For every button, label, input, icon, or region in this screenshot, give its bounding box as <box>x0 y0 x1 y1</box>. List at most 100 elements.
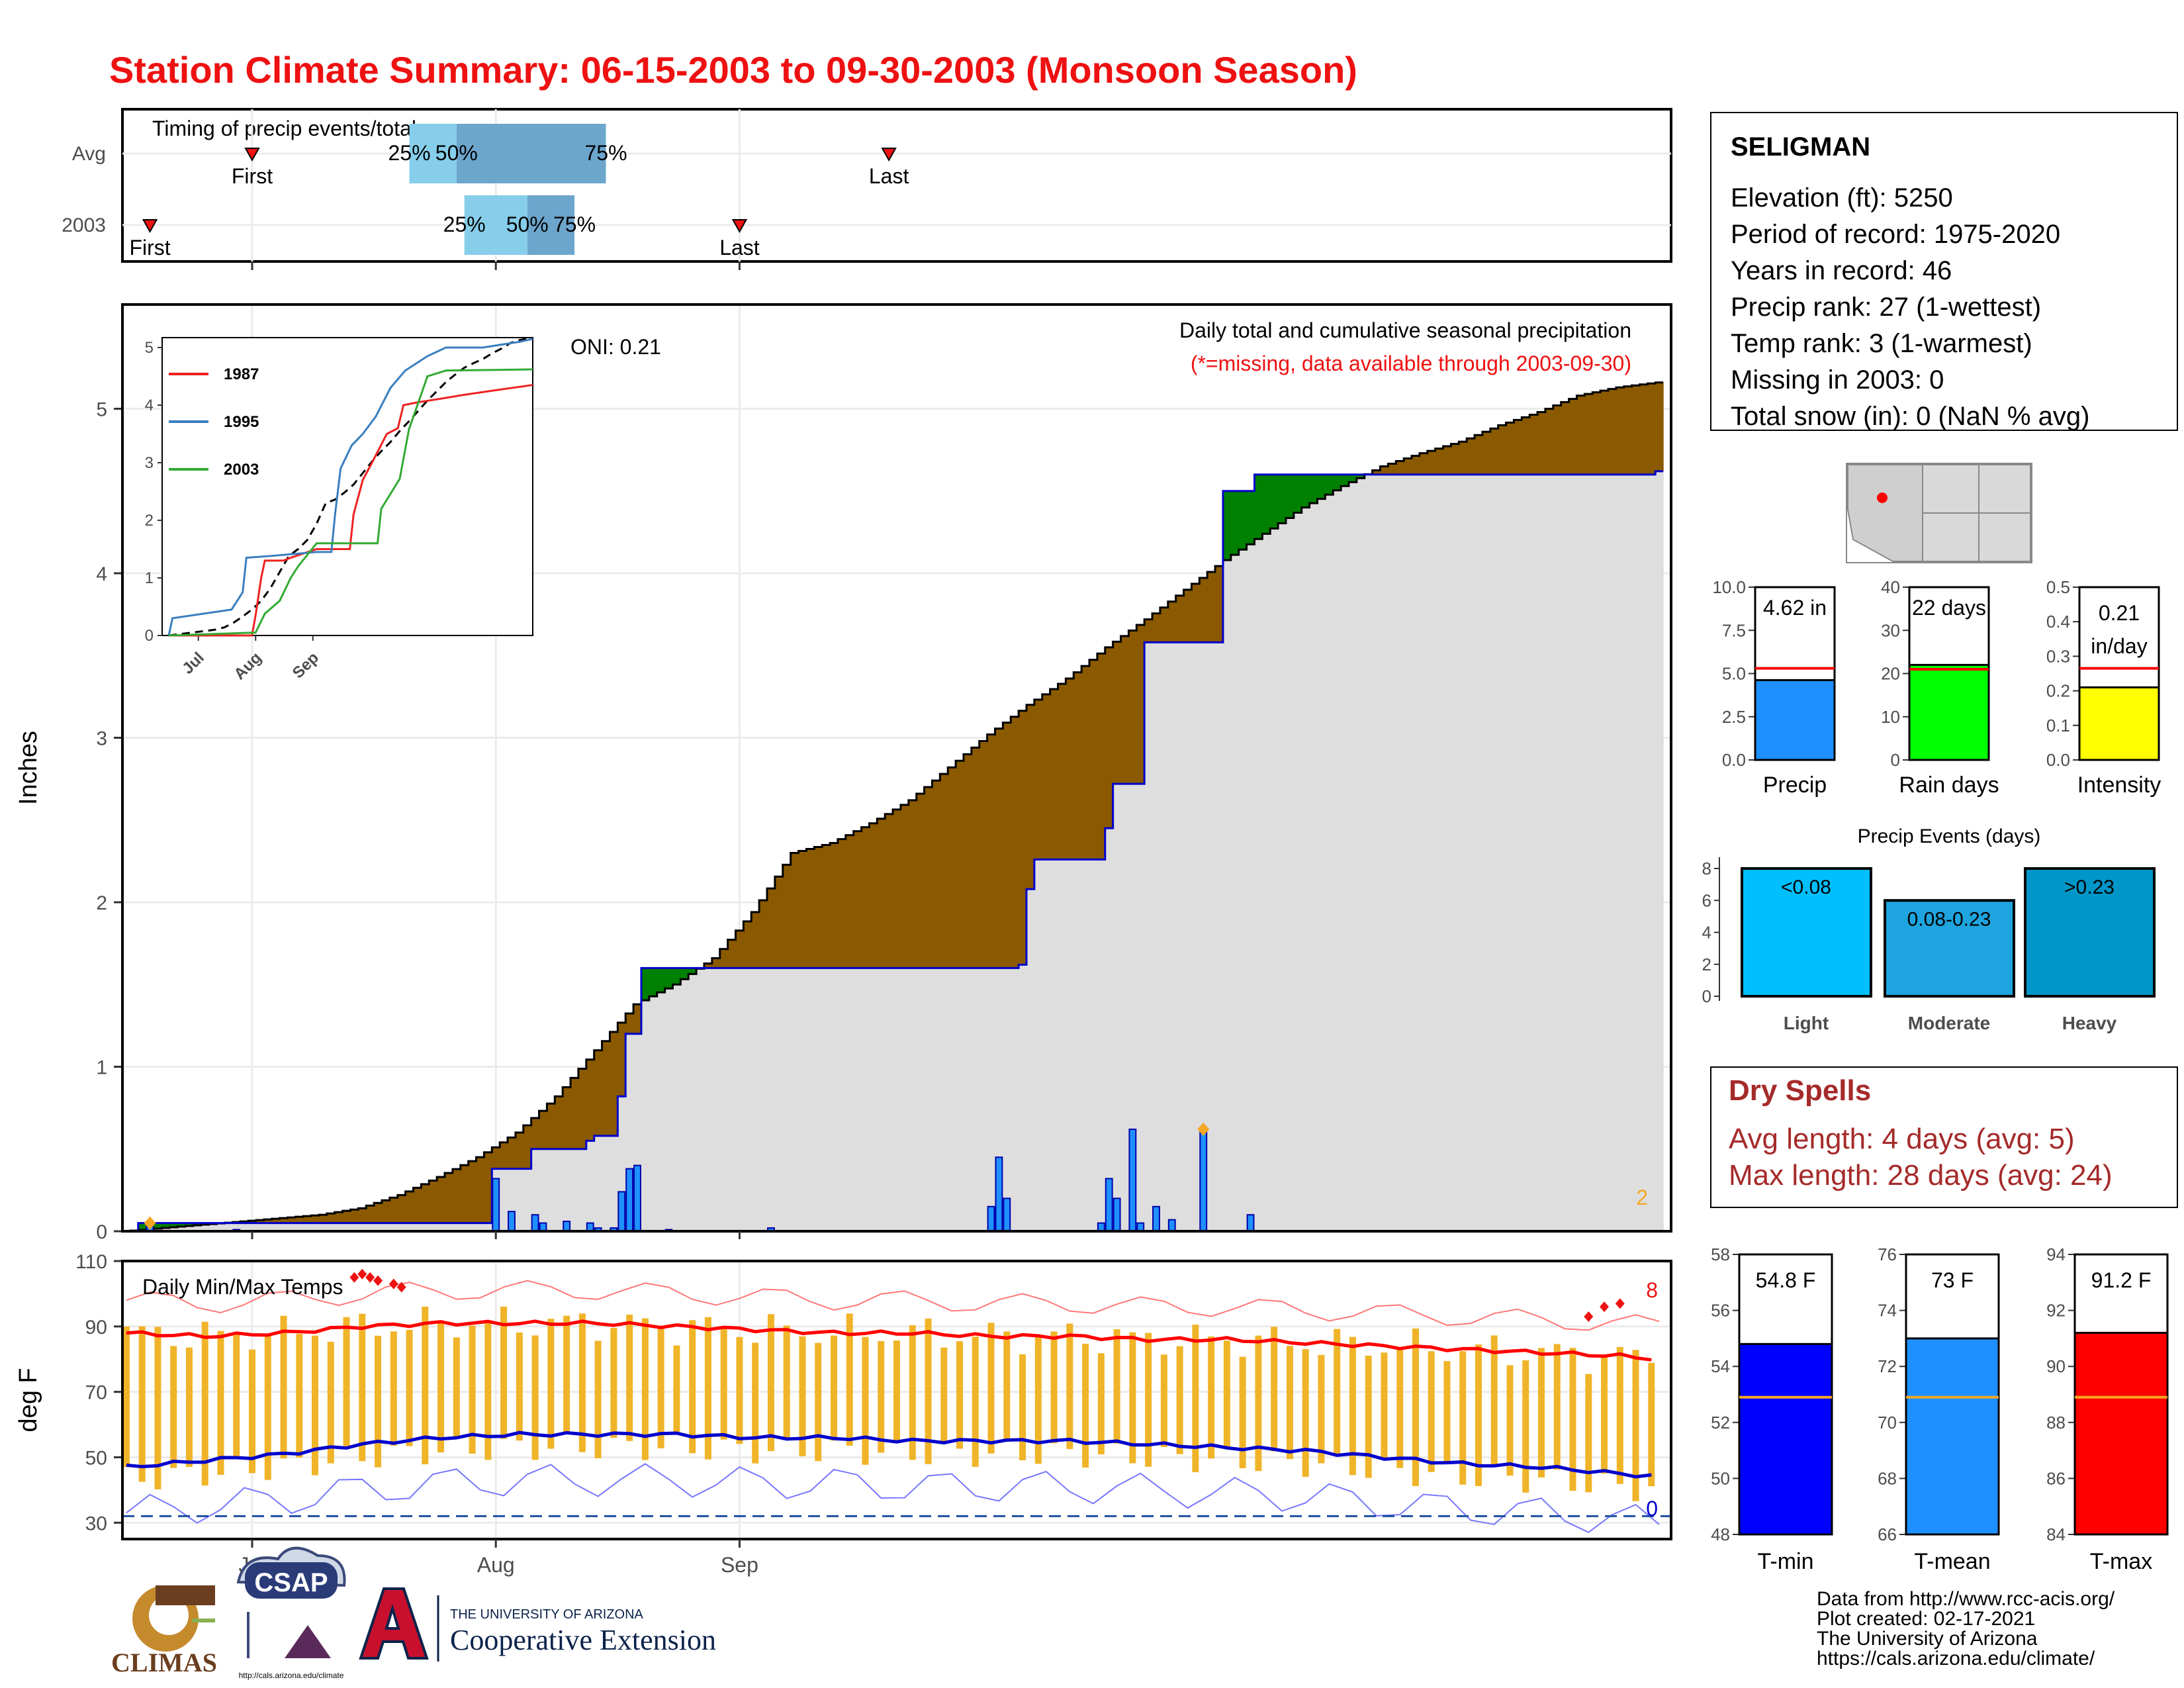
temp-range-bar <box>1365 1355 1372 1478</box>
temp-range-bar <box>610 1328 617 1438</box>
above-average-area <box>688 968 697 974</box>
cumulative-base-area <box>1561 474 1570 1231</box>
below-average-area <box>1372 470 1381 475</box>
temp-range-bar <box>641 1318 649 1460</box>
cumulative-base-area <box>161 1228 170 1231</box>
below-average-area <box>350 1209 359 1223</box>
temp-gauge-value-label: 91.2 F <box>2091 1268 2152 1292</box>
temp-range-bar <box>1129 1332 1136 1464</box>
cumulative-base-area <box>255 1223 265 1231</box>
daily-precip-bar <box>1246 1214 1255 1233</box>
temp-range-bar <box>972 1336 979 1467</box>
temp-range-bar <box>1271 1327 1278 1452</box>
temp-range-bar <box>1412 1328 1419 1486</box>
temp-range-bar <box>1176 1346 1183 1454</box>
csap-logo-text: CSAP <box>254 1568 328 1597</box>
above-average-area <box>177 1223 186 1227</box>
temp-range-bar <box>422 1306 429 1465</box>
cumulative-base-area <box>1364 474 1373 1231</box>
below-average-area <box>594 1050 603 1136</box>
below-average-area <box>806 849 815 968</box>
temp-range-bar <box>830 1335 837 1441</box>
university-logo: THE UNIVERSITY OF ARIZONA Cooperative Ex… <box>359 1587 716 1662</box>
daily-precip-bar <box>625 1168 634 1232</box>
below-average-area <box>1584 394 1593 475</box>
cumulative-base-area <box>1514 474 1522 1231</box>
below-average-area <box>421 1184 430 1223</box>
average-tmax-line <box>126 1319 1652 1362</box>
cumulative-base-area <box>767 968 776 1231</box>
below-average-area <box>531 1118 540 1149</box>
below-average-area <box>586 1059 595 1141</box>
station-line: Elevation (ft): 5250 <box>1731 183 1953 212</box>
below-average-area <box>1160 607 1169 643</box>
temp-range-bar <box>1553 1344 1561 1470</box>
below-average-area <box>1152 613 1161 643</box>
cumulative-base-area <box>594 1135 603 1231</box>
gauge-value-label: in/day <box>2091 634 2147 658</box>
ua-small-text: THE UNIVERSITY OF ARIZONA <box>450 1607 644 1622</box>
cumulative-base-area <box>1191 642 1200 1231</box>
gauge-label: Intensity <box>2077 773 2161 798</box>
daily-precip-bar <box>1128 1128 1137 1233</box>
gauge-tick-label: 10 <box>1881 707 1900 727</box>
below-average-area <box>1097 653 1106 860</box>
below-average-area <box>445 1173 453 1223</box>
cumulative-base-area <box>814 968 823 1231</box>
timing-last-marker <box>731 219 748 234</box>
cumulative-base-area <box>1655 471 1664 1232</box>
precip-ytick-label: 0 <box>96 1221 107 1243</box>
cumulative-base-area <box>1584 474 1593 1231</box>
timing-last-label: Last <box>719 236 760 259</box>
below-average-area <box>743 921 752 968</box>
temp-ylabel: deg F <box>15 1368 42 1432</box>
above-average-area <box>1238 491 1248 550</box>
cumulative-2003-line <box>122 470 1664 1233</box>
cumulative-base-area <box>1412 474 1420 1231</box>
below-average-area <box>1608 389 1617 475</box>
below-average-area <box>1081 666 1090 860</box>
cumulative-base-area <box>1246 544 1255 1232</box>
gauge-tick-label: 40 <box>1881 577 1900 597</box>
cumulative-base-area <box>782 968 792 1231</box>
gauge-tick-label: 2.5 <box>1722 707 1746 727</box>
cumulative-base-area <box>1019 964 1027 1231</box>
below-average-area <box>1175 595 1185 643</box>
above-average-area <box>1293 474 1302 513</box>
record-high-marker <box>1600 1301 1610 1313</box>
cumulative-base-area <box>216 1223 226 1231</box>
temp-range-bar <box>1522 1360 1529 1493</box>
temp-gauge-tick-label: 54 <box>1711 1356 1730 1376</box>
cumulative-base-area <box>1600 474 1609 1231</box>
precip-ytick-label: 5 <box>96 399 107 421</box>
cumulative-base-area <box>374 1223 383 1231</box>
below-average-area <box>782 865 792 968</box>
inset-series-line <box>168 368 533 637</box>
cumulative-base-area <box>389 1223 398 1231</box>
below-average-area <box>1026 704 1035 890</box>
temp-range-bar <box>437 1321 445 1453</box>
cumulative-base-area <box>948 968 956 1231</box>
temp-range-bar <box>657 1325 664 1448</box>
daily-precip-bar <box>492 1178 500 1232</box>
below-average-area <box>1105 647 1114 829</box>
cumulative-base-area <box>397 1223 406 1231</box>
below-average-area <box>271 1219 281 1223</box>
below-average-area <box>1419 453 1428 475</box>
temp-range-bar <box>893 1340 900 1441</box>
record-high-marker <box>1584 1311 1594 1322</box>
cumulative-base-area <box>649 996 658 1231</box>
cumulative-base-area <box>908 968 917 1231</box>
above-average-area <box>1356 474 1365 479</box>
csap-url: http://cals.arizona.edu/climate <box>239 1671 344 1680</box>
temp-range-bar <box>138 1326 146 1482</box>
below-average-area <box>405 1191 414 1223</box>
temp-gauge-tick-label: 70 <box>1878 1413 1897 1432</box>
temp-range-bar <box>1648 1362 1655 1487</box>
cumulative-base-area <box>1270 528 1279 1232</box>
cumulative-base-area <box>1435 474 1444 1231</box>
cumulative-base-area <box>484 1223 492 1231</box>
below-average-area <box>774 876 784 968</box>
